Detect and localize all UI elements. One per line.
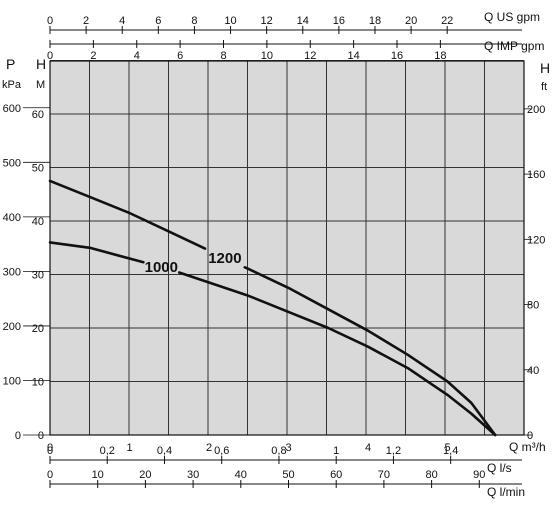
head-ft-tick-label: 0 xyxy=(527,430,533,442)
head-m-axis-label: H xyxy=(36,56,46,72)
m3h-unit: Q m³/h xyxy=(509,440,546,454)
pressure-tick-label: 0 xyxy=(15,430,21,442)
ls-tick-label: 1,4 xyxy=(443,445,458,457)
imp-gpm-tick-label: 0 xyxy=(47,50,53,62)
imp-gpm-tick-label: 2 xyxy=(90,50,96,62)
head-ft-tick-label: 160 xyxy=(527,169,545,181)
imp-gpm-tick-label: 6 xyxy=(177,50,183,62)
us-gpm-tick-label: 0 xyxy=(47,15,53,27)
us-gpm-tick-label: 20 xyxy=(405,15,417,27)
m3h-tick-label: 0 xyxy=(47,442,53,454)
us-gpm-tick-label: 22 xyxy=(441,15,453,27)
imp-gpm-tick-label: 14 xyxy=(348,50,360,62)
lmin-tick-label: 40 xyxy=(235,469,247,481)
imp-gpm-tick-label: 10 xyxy=(261,50,273,62)
ls-tick-label: 0,4 xyxy=(157,445,172,457)
grid xyxy=(49,60,525,436)
imp-gpm-tick-label: 16 xyxy=(391,50,403,62)
head-ft-tick-label: 40 xyxy=(527,365,539,377)
ls-unit: Q l/s xyxy=(487,461,512,475)
m3h-tick-label: 2 xyxy=(206,442,212,454)
lmin-tick-label: 20 xyxy=(139,469,151,481)
us-gpm-unit: Q US gpm xyxy=(484,10,540,24)
us-gpm-tick-label: 2 xyxy=(83,15,89,27)
head-ft-axis-label: H xyxy=(540,60,550,76)
tick-labels: 0 2 4 6 8 10 12 14 16 18 20 220 2 4 6 8 10 12 14 16 180 0,2 0,… xyxy=(3,15,546,481)
lmin-tick-label: 70 xyxy=(378,469,390,481)
head-ft-tick-label: 120 xyxy=(527,234,545,246)
plot-frame xyxy=(49,60,525,436)
curve-1200 xyxy=(243,266,497,437)
pressure-tick-label: 600 xyxy=(3,103,21,115)
pressure-tick-label: 500 xyxy=(3,157,21,169)
lmin-tick-label: 90 xyxy=(473,469,485,481)
head-m-tick-label: 0 xyxy=(38,430,44,442)
us-gpm-tick-label: 16 xyxy=(333,15,345,27)
head-ft-axis-unit: ft xyxy=(541,81,547,93)
curve-label-1000: 1000 xyxy=(145,259,178,276)
m3h-tick-label: 4 xyxy=(365,442,371,454)
ls-tick-label: 1,2 xyxy=(386,445,401,457)
head-ft-tick-label: 80 xyxy=(527,300,539,312)
us-gpm-tick-label: 4 xyxy=(119,15,125,27)
pressure-axis-label: P xyxy=(6,56,15,72)
ls-tick-label: 1 xyxy=(333,445,339,457)
curve-1000 xyxy=(177,271,497,437)
head-m-tick-label: 10 xyxy=(32,377,44,389)
imp-gpm-tick-label: 8 xyxy=(220,50,226,62)
lmin-tick-label: 50 xyxy=(282,469,294,481)
pressure-tick-label: 300 xyxy=(3,266,21,278)
lmin-tick-label: 60 xyxy=(330,469,342,481)
lmin-tick-label: 80 xyxy=(425,469,437,481)
curves: 1000 1200 xyxy=(48,179,497,437)
us-gpm-tick-label: 18 xyxy=(369,15,381,27)
imp-gpm-tick-label: 12 xyxy=(304,50,316,62)
ls-tick-label: 0 xyxy=(47,445,53,457)
pressure-tick-label: 400 xyxy=(3,212,21,224)
head-m-tick-label: 20 xyxy=(32,323,44,335)
head-m-tick-label: 30 xyxy=(32,270,44,282)
us-gpm-tick-label: 10 xyxy=(224,15,236,27)
imp-gpm-unit: Q IMP gpm xyxy=(484,39,544,53)
us-gpm-tick-label: 12 xyxy=(261,15,273,27)
lmin-tick-label: 30 xyxy=(187,469,199,481)
head-m-tick-label: 60 xyxy=(32,109,44,121)
head-ft-tick-label: 200 xyxy=(527,104,545,116)
curve-label-1200: 1200 xyxy=(208,250,241,267)
lmin-unit: Q l/min xyxy=(487,485,525,499)
m3h-tick-label: 1 xyxy=(126,442,132,454)
axes xyxy=(23,26,532,488)
ls-tick-label: 0,8 xyxy=(271,445,286,457)
head-m-axis-unit: M xyxy=(36,79,45,91)
pressure-tick-label: 100 xyxy=(3,375,21,387)
m3h-tick-label: 5 xyxy=(444,442,450,454)
lmin-tick-label: 10 xyxy=(92,469,104,481)
us-gpm-tick-label: 14 xyxy=(297,15,309,27)
lmin-tick-label: 0 xyxy=(47,469,53,481)
head-m-tick-label: 40 xyxy=(32,216,44,228)
m3h-tick-label: 3 xyxy=(285,442,291,454)
imp-gpm-tick-label: 4 xyxy=(134,50,140,62)
curve-1200 xyxy=(48,179,207,250)
ls-tick-label: 0,6 xyxy=(214,445,229,457)
ls-tick-label: 0,2 xyxy=(100,445,115,457)
head-m-tick-label: 50 xyxy=(32,163,44,175)
imp-gpm-tick-label: 18 xyxy=(434,50,446,62)
us-gpm-tick-label: 8 xyxy=(191,15,197,27)
curve-1000 xyxy=(48,241,145,264)
us-gpm-tick-label: 6 xyxy=(155,15,161,27)
pressure-axis-unit: kPa xyxy=(2,79,22,91)
pressure-tick-label: 200 xyxy=(3,321,21,333)
